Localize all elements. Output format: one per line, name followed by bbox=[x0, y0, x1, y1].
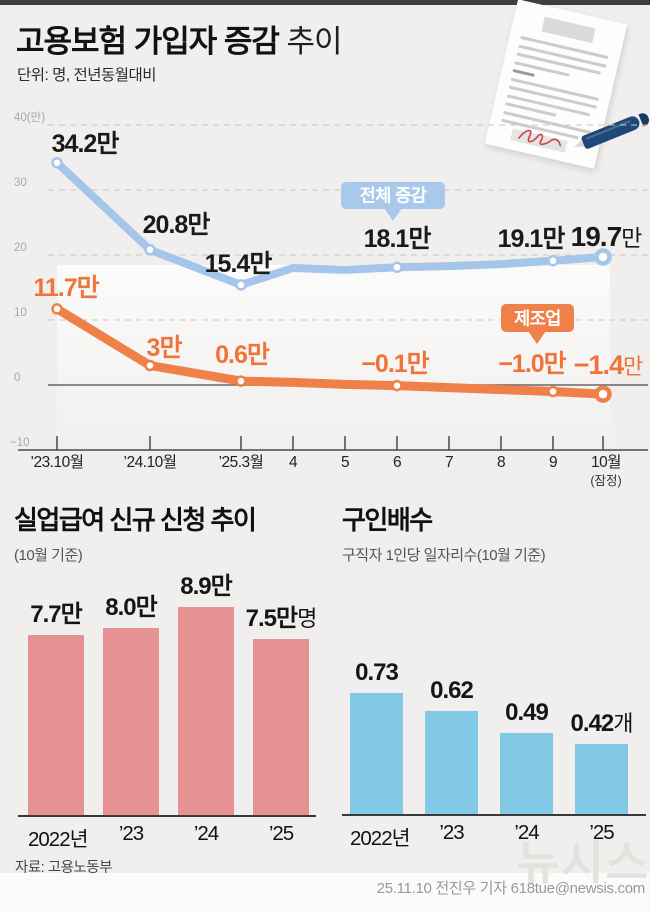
label-mfg-jun: −0.1만 bbox=[361, 350, 429, 378]
label-mfg-2310: 11.7만 bbox=[33, 274, 99, 302]
label-mfg-oct: −1.4만 bbox=[574, 350, 643, 380]
unemployment-claims-title: 실업급여 신규 신청 추이 bbox=[14, 505, 257, 535]
x-tick-7: 8 bbox=[497, 454, 505, 471]
x-axis-ticks bbox=[56, 436, 604, 450]
paper-illustration bbox=[484, 0, 628, 169]
label-mfg-2410: 3만 bbox=[147, 334, 183, 362]
label-total-sep: 19.1만 bbox=[498, 225, 566, 253]
bar-rect bbox=[425, 711, 478, 814]
x-tick-0: ’23.10월 bbox=[31, 453, 84, 471]
y-tick-m10: −10 bbox=[10, 437, 30, 449]
unemployment-claims-subtitle: (10월 기준) bbox=[14, 547, 83, 564]
signature-zone bbox=[510, 125, 571, 156]
bar-2022: 0.73 bbox=[350, 659, 403, 814]
newsis-watermark-logo: 뉴시스 bbox=[517, 837, 650, 889]
bar-2023: 0.62 bbox=[425, 677, 478, 814]
x-tick-2: ’25.3월 bbox=[219, 453, 264, 471]
baseline-axis bbox=[342, 814, 646, 816]
label-total-jun: 18.1만 bbox=[364, 225, 432, 253]
bar-rect bbox=[253, 639, 309, 815]
x-tick-3: 4 bbox=[289, 454, 298, 471]
category-labels: 2022년 ’23 ’24 ’25 bbox=[350, 821, 615, 850]
bar-2024: 0.49 bbox=[500, 699, 553, 814]
label-mfg-2503: 0.6만 bbox=[215, 341, 270, 369]
bar-2025: 7.5만명 bbox=[246, 598, 317, 815]
label-total-oct: 19.7만 bbox=[571, 221, 643, 252]
bar-rect bbox=[103, 628, 159, 815]
legend-bubble-manufacturing: 제조업 bbox=[501, 304, 574, 344]
x-tick-9: 10월 bbox=[591, 453, 621, 471]
paper-title-block bbox=[541, 16, 596, 44]
baseline-axis bbox=[18, 815, 316, 817]
byline-bar bbox=[0, 873, 650, 913]
y-tick-0: 0 bbox=[14, 372, 20, 384]
bar-rect bbox=[28, 635, 84, 815]
svg-text:전체 증감: 전체 증감 bbox=[360, 186, 427, 206]
data-source: 자료: 고용노동부 bbox=[15, 860, 112, 876]
series-plot bbox=[51, 156, 612, 403]
label-mfg-sep: −1.0만 bbox=[498, 350, 566, 378]
y-tick-20: 20 bbox=[14, 242, 27, 254]
plot-highlight-band bbox=[57, 265, 610, 450]
y-tick-40: 40(만) bbox=[14, 111, 45, 124]
bar-2024: 8.9만 bbox=[178, 566, 234, 815]
x-tick-4: 5 bbox=[341, 454, 349, 471]
x-tick-5: 6 bbox=[393, 454, 401, 471]
x-tick-9-note: (잠정) bbox=[590, 474, 621, 488]
bar-rect bbox=[350, 693, 403, 814]
unit-note: 단위: 명, 전년동월대비 bbox=[17, 67, 157, 84]
x-tick-1: ’24.10월 bbox=[124, 453, 177, 471]
unemployment-claims-section: 실업급여 신규 신청 추이 (10월 기준) 7.7만 8.0만 8.9만 7.… bbox=[14, 500, 336, 852]
bar-2023: 8.0만 bbox=[103, 587, 159, 815]
y-tick-30: 30 bbox=[14, 177, 27, 189]
label-total-2310: 34.2만 bbox=[52, 130, 120, 158]
job-openings-ratio-subtitle: 구직자 1인당 일자리수(10월 기준) bbox=[342, 547, 546, 564]
byline: 25.11.10 전진우 기자 618tue@newsis.com bbox=[376, 880, 646, 897]
job-openings-ratio-bars: 0.73 0.62 0.49 0.42개 bbox=[342, 565, 648, 814]
svg-text:제조업: 제조업 bbox=[514, 309, 561, 329]
top-accent-strip bbox=[0, 0, 650, 5]
unemployment-claims-bars: 7.7만 8.0만 8.9만 7.5만명 bbox=[14, 565, 336, 815]
bar-2022: 7.7만 bbox=[28, 594, 84, 815]
x-tick-8: 9 bbox=[549, 454, 557, 471]
document-pen-illustration bbox=[470, 0, 650, 178]
x-tick-6: 7 bbox=[445, 454, 453, 471]
insured-change-line-chart: 40(만) 30 20 10 0 −10 34.2만 20.8만 15.4만 1… bbox=[10, 111, 648, 488]
bar-rect bbox=[500, 733, 553, 814]
job-openings-ratio-section: 구인배수 구직자 1인당 일자리수(10월 기준) 0.73 0.62 0.49… bbox=[342, 500, 648, 851]
page-title-rest: 추이 bbox=[278, 24, 343, 59]
label-total-2503: 15.4만 bbox=[205, 250, 273, 278]
label-total-2410: 20.8만 bbox=[143, 211, 211, 239]
bar-rect bbox=[575, 744, 628, 814]
job-openings-ratio-title: 구인배수 bbox=[342, 505, 433, 535]
bar-rect bbox=[178, 607, 234, 815]
y-tick-10: 10 bbox=[14, 307, 27, 319]
signature-icon bbox=[518, 129, 562, 147]
legend-bubble-total: 전체 증감 bbox=[341, 182, 445, 221]
bar-2025: 0.42개 bbox=[571, 706, 633, 814]
page-title-strong: 고용보험 가입자 증감 bbox=[16, 24, 280, 59]
category-labels: 2022년 ’23 ’24 ’25 bbox=[28, 822, 294, 851]
page-title: 고용보험 가입자 증감 추이 bbox=[16, 16, 343, 61]
